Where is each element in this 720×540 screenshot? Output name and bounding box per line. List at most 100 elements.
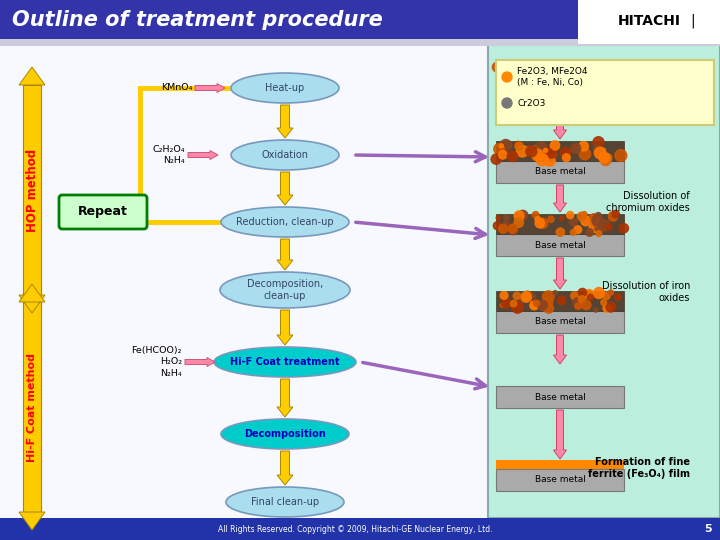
Circle shape xyxy=(515,142,523,150)
Circle shape xyxy=(491,154,501,164)
Circle shape xyxy=(549,64,554,69)
Circle shape xyxy=(547,59,557,69)
Text: Heat-up: Heat-up xyxy=(266,83,305,93)
Circle shape xyxy=(600,292,604,296)
Circle shape xyxy=(564,63,572,71)
Circle shape xyxy=(528,76,537,85)
Circle shape xyxy=(534,148,543,158)
Circle shape xyxy=(619,224,629,233)
Circle shape xyxy=(606,224,612,230)
Circle shape xyxy=(600,68,608,75)
Circle shape xyxy=(606,70,617,80)
Circle shape xyxy=(548,216,554,222)
Text: Final clean-up: Final clean-up xyxy=(251,497,319,507)
FancyArrow shape xyxy=(277,105,293,138)
Circle shape xyxy=(534,73,539,79)
Circle shape xyxy=(590,214,594,219)
Circle shape xyxy=(514,218,523,227)
Text: Fe(HCOO)₂
H₂O₂
N₂H₄: Fe(HCOO)₂ H₂O₂ N₂H₄ xyxy=(132,346,182,377)
Circle shape xyxy=(535,219,544,228)
Circle shape xyxy=(572,144,580,152)
Circle shape xyxy=(592,215,603,226)
Text: KMnO₄: KMnO₄ xyxy=(161,84,192,92)
Circle shape xyxy=(588,294,593,300)
Circle shape xyxy=(615,150,626,161)
Circle shape xyxy=(518,211,528,220)
Circle shape xyxy=(504,220,509,225)
Circle shape xyxy=(523,291,531,298)
Circle shape xyxy=(534,76,541,83)
Circle shape xyxy=(515,141,522,149)
Circle shape xyxy=(506,62,511,68)
Circle shape xyxy=(508,224,517,233)
FancyArrow shape xyxy=(19,284,45,302)
Circle shape xyxy=(579,302,583,307)
Circle shape xyxy=(600,155,611,166)
Circle shape xyxy=(528,293,536,300)
Circle shape xyxy=(561,64,572,75)
Bar xyxy=(496,460,624,469)
Circle shape xyxy=(502,79,508,86)
Circle shape xyxy=(599,152,609,163)
Circle shape xyxy=(553,291,557,295)
Bar xyxy=(578,0,720,44)
Bar xyxy=(0,518,720,540)
Circle shape xyxy=(594,308,598,312)
Circle shape xyxy=(505,69,511,76)
Circle shape xyxy=(521,292,531,302)
Circle shape xyxy=(500,303,505,307)
Bar xyxy=(496,60,714,125)
Circle shape xyxy=(591,214,596,219)
Text: Formation of fine
ferrite (Fe₃O₄) film: Formation of fine ferrite (Fe₃O₄) film xyxy=(588,457,690,479)
Bar xyxy=(0,39,720,46)
Circle shape xyxy=(536,142,547,153)
Circle shape xyxy=(576,69,585,78)
Circle shape xyxy=(547,149,553,154)
Circle shape xyxy=(550,62,555,67)
Circle shape xyxy=(535,217,541,222)
FancyArrow shape xyxy=(19,67,45,85)
Circle shape xyxy=(492,62,502,72)
FancyArrow shape xyxy=(188,151,218,159)
FancyBboxPatch shape xyxy=(59,195,147,229)
Circle shape xyxy=(579,148,590,160)
Circle shape xyxy=(516,212,520,217)
Circle shape xyxy=(498,151,507,159)
Text: Base metal: Base metal xyxy=(534,91,585,99)
Circle shape xyxy=(613,75,624,87)
Circle shape xyxy=(567,212,574,219)
FancyArrow shape xyxy=(277,379,293,417)
Circle shape xyxy=(514,211,524,221)
Circle shape xyxy=(577,212,586,221)
Text: Decomposition: Decomposition xyxy=(244,429,326,439)
Circle shape xyxy=(582,75,589,82)
Circle shape xyxy=(608,290,613,295)
Circle shape xyxy=(536,67,547,79)
Circle shape xyxy=(595,223,605,233)
Text: Repeat: Repeat xyxy=(78,206,128,219)
Circle shape xyxy=(543,298,553,307)
Circle shape xyxy=(575,299,584,307)
Circle shape xyxy=(525,146,533,154)
FancyArrow shape xyxy=(554,410,567,459)
Circle shape xyxy=(581,216,590,226)
Bar xyxy=(496,161,624,183)
Circle shape xyxy=(536,154,549,166)
Text: Hi-F Coat method: Hi-F Coat method xyxy=(27,353,37,462)
Circle shape xyxy=(578,288,587,296)
Text: Decomposition,
clean-up: Decomposition, clean-up xyxy=(247,279,323,301)
Circle shape xyxy=(608,212,618,221)
Circle shape xyxy=(582,212,587,217)
Bar xyxy=(496,141,624,161)
FancyArrow shape xyxy=(554,258,567,289)
Circle shape xyxy=(508,225,518,235)
Text: Base metal: Base metal xyxy=(534,240,585,249)
Text: HITACHI: HITACHI xyxy=(618,14,681,28)
Circle shape xyxy=(615,294,621,300)
Circle shape xyxy=(513,292,521,299)
Circle shape xyxy=(565,68,575,77)
Circle shape xyxy=(595,150,602,156)
Circle shape xyxy=(596,231,602,237)
Text: Base metal: Base metal xyxy=(534,476,585,484)
Circle shape xyxy=(561,147,571,158)
